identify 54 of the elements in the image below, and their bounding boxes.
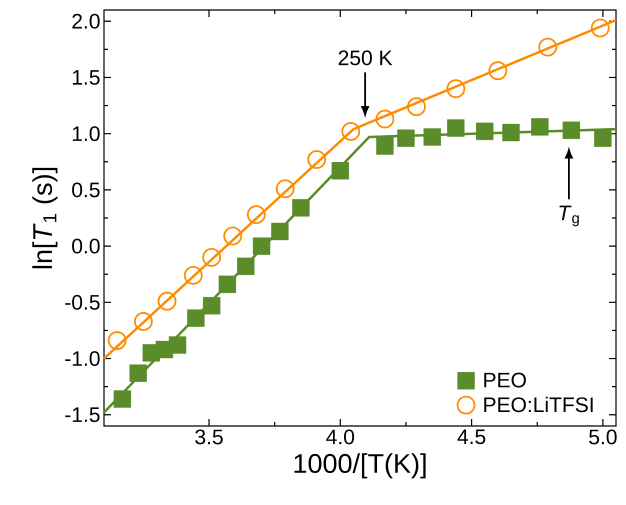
point [476, 122, 494, 140]
y-tick-label: 0.5 [72, 182, 100, 198]
point [202, 248, 222, 267]
annotation: T$_{g}$ [559, 206, 579, 226]
point [237, 258, 254, 276]
point [246, 205, 266, 224]
point [223, 226, 242, 246]
point [407, 97, 426, 116]
point [218, 276, 236, 294]
x-tick-label: 4.0 [326, 430, 354, 444]
x-tick-label: 4.5 [457, 430, 486, 444]
y-tick-label: 1.5 [72, 70, 100, 85]
point [376, 110, 394, 128]
point [184, 266, 203, 285]
x-tick-label: 5.0 [589, 430, 617, 444]
point [488, 61, 508, 80]
point [531, 118, 549, 136]
x-axis-title: 1000/[T(K)] [294, 453, 426, 478]
y-tick-label: 2.0 [72, 14, 100, 29]
point [424, 128, 441, 146]
point [129, 364, 147, 382]
point [502, 124, 520, 142]
y-tick-label: -1.0 [65, 351, 100, 366]
point [202, 296, 220, 314]
y-tick-label: -1.5 [65, 407, 100, 422]
point [252, 237, 270, 255]
x-tick-label: 3.5 [195, 430, 223, 444]
point [276, 179, 295, 198]
point [397, 129, 415, 147]
point [446, 79, 466, 98]
y-tick-label: 0.0 [72, 238, 100, 254]
point [187, 309, 205, 327]
legend-label: PEO:LiTFSI [484, 396, 593, 412]
legend-label: PEO [484, 372, 526, 388]
point [590, 18, 610, 38]
point [341, 122, 360, 141]
point [134, 312, 153, 331]
y-tick-label: -0.5 [65, 294, 100, 310]
annotation: 250 K [338, 50, 392, 66]
point [114, 390, 132, 408]
point [108, 331, 127, 350]
y-tick-label: 1.0 [72, 126, 100, 142]
point [447, 119, 465, 137]
point [376, 137, 394, 155]
point [158, 292, 176, 311]
point [271, 222, 289, 240]
point [292, 199, 310, 217]
point [594, 129, 612, 147]
point [562, 122, 580, 139]
point [307, 150, 326, 169]
point [168, 336, 186, 354]
y-axis-title: ln[T$_{1}$ (s)] [32, 168, 58, 268]
point [538, 38, 558, 56]
point [332, 162, 350, 180]
